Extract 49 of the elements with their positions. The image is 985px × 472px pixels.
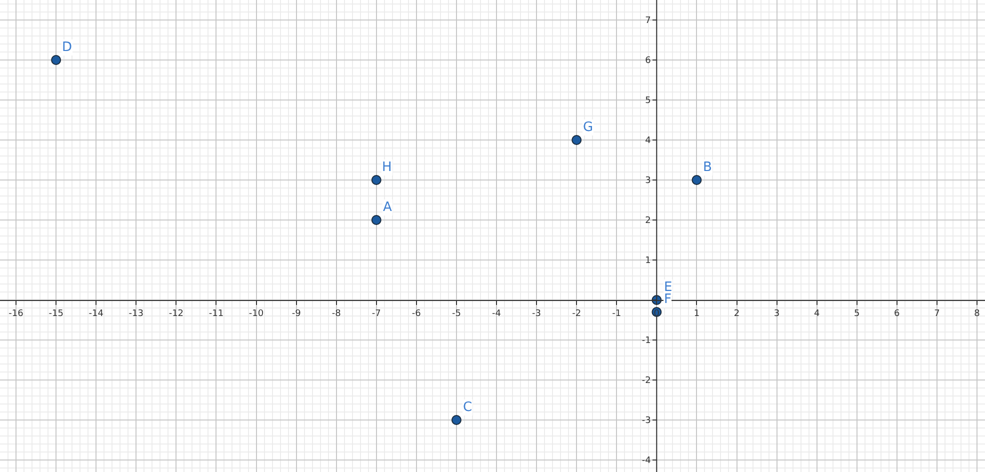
series-label: B	[703, 160, 712, 175]
x-tick-label: -4	[492, 308, 502, 319]
point	[451, 415, 462, 425]
y-tick-label: -1	[642, 336, 651, 346]
x-tick-label: 8	[974, 308, 980, 319]
x-tick-label: -16	[8, 308, 24, 319]
y-tick-label: -4	[642, 456, 652, 466]
x-tick-label: -12	[168, 308, 184, 319]
x-tick-label: 7	[934, 308, 940, 319]
y-tick-label: 3	[645, 176, 651, 186]
x-tick-label: -7	[372, 308, 381, 319]
series-label: D	[62, 40, 72, 55]
series-label: G	[583, 120, 594, 135]
series-label: H	[382, 160, 392, 175]
x-tick-label: 6	[894, 308, 900, 319]
x-tick-label: -15	[48, 308, 64, 319]
x-tick-label: 3	[774, 308, 780, 319]
x-tick-label: -9	[292, 308, 302, 319]
y-tick-label: 1	[645, 256, 651, 266]
x-tick-label: -13	[128, 308, 144, 319]
series-label: F	[664, 292, 672, 307]
x-tick-label: 1	[694, 308, 700, 319]
y-tick-label: 5	[645, 96, 651, 106]
y-tick-label: 6	[645, 56, 652, 66]
x-tick-label: -6	[412, 308, 422, 319]
series-label: C	[463, 400, 472, 415]
series-label: E	[664, 280, 672, 295]
x-tick-label: -14	[88, 308, 104, 319]
point	[371, 175, 382, 185]
series-label: A	[383, 200, 392, 215]
x-tick-label: -10	[248, 308, 264, 319]
point	[371, 215, 382, 225]
y-tick-label: 2	[645, 216, 651, 226]
y-tick-label: -2	[642, 376, 651, 386]
x-tick-label: -3	[532, 308, 542, 319]
x-tick-label: -1	[612, 308, 622, 319]
point	[51, 55, 62, 65]
point	[572, 135, 582, 145]
point	[692, 175, 702, 185]
x-tick-label: -8	[332, 308, 342, 319]
y-tick-label: 7	[645, 16, 651, 26]
x-tick-label: 5	[854, 308, 860, 319]
x-tick-label: 4	[814, 308, 820, 319]
y-tick-label: -3	[642, 416, 651, 426]
x-tick-label: 2	[734, 308, 740, 319]
x-tick-label: -11	[208, 308, 224, 319]
y-tick-label: 4	[645, 136, 652, 146]
x-tick-label: -2	[572, 308, 582, 319]
x-tick-label: -5	[452, 308, 461, 319]
